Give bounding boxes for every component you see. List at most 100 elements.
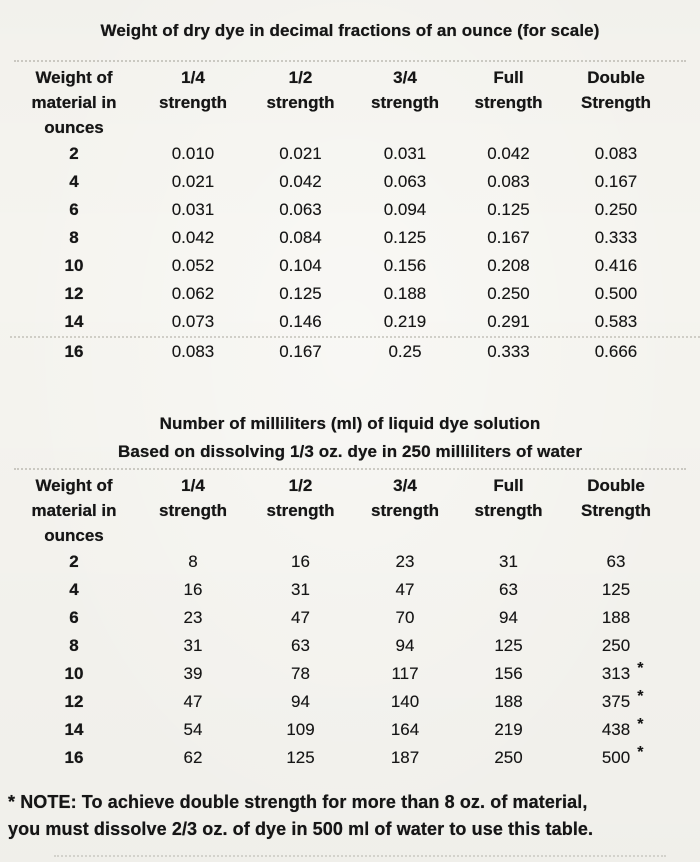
table-gap bbox=[0, 366, 700, 410]
column-header-line: Strength bbox=[581, 501, 651, 520]
table-cell: 70 bbox=[395, 608, 415, 627]
table-cell: 63 bbox=[499, 580, 518, 599]
column-header-line: Full bbox=[493, 476, 524, 495]
asterisk-marker: * bbox=[637, 688, 644, 705]
dry-dye-weights-table: Weight of material in ounces 1/4 strength 1/2… bbox=[0, 62, 700, 366]
header-row: Weight of material in ounces 1/4 strength 1/2… bbox=[10, 62, 700, 140]
footnote: * NOTE: To achieve double strength for m… bbox=[0, 789, 700, 843]
table-row: 8 31 63 94 125 250 bbox=[10, 632, 700, 660]
column-header-line: material in bbox=[31, 93, 117, 112]
column-header-line: Double bbox=[587, 68, 645, 87]
table-cell: 0.250 bbox=[594, 200, 638, 219]
table-row: 8 0.042 0.084 0.125 0.167 0.333 bbox=[10, 224, 700, 252]
table-cell: 47 bbox=[291, 608, 310, 627]
column-header-line: strength bbox=[474, 501, 543, 520]
table-cell: 0.010 bbox=[171, 144, 215, 163]
table-cell: 187 bbox=[390, 748, 420, 767]
row-label: 2 bbox=[69, 552, 79, 571]
column-header-line: Strength bbox=[581, 93, 651, 112]
table-cell: 0.042 bbox=[487, 144, 530, 163]
table-cell: 438 * bbox=[560, 716, 672, 744]
column-header: Double Strength bbox=[560, 62, 672, 140]
table-row: 6 23 47 70 94 188 bbox=[10, 604, 700, 632]
column-header-line: Double bbox=[587, 476, 645, 495]
row-label: 10 bbox=[64, 664, 84, 683]
row-label: 6 bbox=[69, 608, 79, 627]
table-cell: 54 bbox=[183, 720, 203, 739]
column-header-line: 3/4 bbox=[393, 476, 417, 495]
table-cell: 47 bbox=[395, 580, 415, 599]
row-label: 8 bbox=[69, 228, 79, 247]
table-cell: 0.146 bbox=[279, 312, 322, 331]
row-label: 4 bbox=[69, 580, 79, 599]
liquid-dye-table-title-line1: Number of milliliters (ml) of liquid dye… bbox=[159, 414, 541, 433]
asterisk-marker: * bbox=[637, 716, 644, 733]
column-header: Weight of material in ounces bbox=[10, 470, 138, 548]
row-label: 4 bbox=[69, 172, 79, 191]
table-cell: 0.083 bbox=[487, 172, 530, 191]
column-header: 1/4 strength bbox=[138, 62, 248, 140]
column-header-line: Full bbox=[493, 68, 524, 87]
column-header-line: strength bbox=[159, 93, 227, 112]
table-cell: 219 bbox=[494, 720, 523, 739]
table-cell: 0.042 bbox=[171, 228, 215, 247]
column-header-line: 3/4 bbox=[393, 68, 417, 87]
table-cell: 117 bbox=[391, 664, 419, 683]
table-cell: 0.208 bbox=[487, 256, 530, 275]
row-label: 12 bbox=[64, 692, 84, 711]
table-cell: 39 bbox=[183, 664, 203, 683]
table-cell: 8 bbox=[188, 552, 198, 571]
header-row: Weight of material in ounces 1/4 strength 1/2… bbox=[10, 470, 700, 548]
row-label: 14 bbox=[64, 720, 84, 739]
table-cell: 23 bbox=[395, 552, 415, 571]
table-row: 2 0.010 0.021 0.031 0.042 0.083 bbox=[10, 140, 700, 168]
table-cell: 0.156 bbox=[383, 256, 427, 275]
table-cell: 0.125 bbox=[383, 228, 427, 247]
dry-dye-table-title-line: Weight of dry dye in decimal fractions o… bbox=[100, 21, 600, 40]
table-cell: 0.250 bbox=[487, 284, 530, 303]
table-row: 14 54 109 164 219 438 * bbox=[10, 716, 700, 744]
table-row: 12 0.062 0.125 0.188 0.250 0.500 bbox=[10, 280, 700, 308]
dry-dye-table-title: Weight of dry dye in decimal fractions o… bbox=[0, 0, 700, 42]
table-cell: 0.25 bbox=[388, 342, 422, 361]
table-cell: 250 bbox=[494, 748, 523, 767]
column-header-line: ounces bbox=[44, 118, 104, 137]
column-header: Full strength bbox=[457, 62, 560, 140]
table-cell: 78 bbox=[291, 664, 310, 683]
divider-rule bbox=[14, 60, 686, 62]
table-cell: 0.666 bbox=[594, 342, 638, 361]
table-cell: 0.125 bbox=[279, 284, 322, 303]
table-cell: 0.333 bbox=[487, 342, 530, 361]
table-cell: 164 bbox=[390, 720, 420, 739]
column-header-line: ounces bbox=[44, 526, 104, 545]
column-header: 1/2 strength bbox=[248, 62, 353, 140]
column-header-line: strength bbox=[266, 93, 335, 112]
table-cell: 0.062 bbox=[171, 284, 215, 303]
footnote-line1: * NOTE: To achieve double strength for m… bbox=[8, 792, 588, 812]
column-header-line: 1/2 bbox=[288, 476, 313, 495]
row-label: 8 bbox=[69, 636, 79, 655]
table-cell: 23 bbox=[183, 608, 203, 627]
column-header-line: material in bbox=[31, 501, 117, 520]
table-cell: 0.167 bbox=[487, 228, 530, 247]
asterisk-marker: * bbox=[637, 744, 644, 761]
table-cell: 0.167 bbox=[594, 172, 638, 191]
column-header: 1/2 strength bbox=[248, 470, 353, 548]
asterisk-marker: * bbox=[637, 660, 644, 677]
table-cell: 109 bbox=[286, 720, 315, 739]
column-header: 3/4 strength bbox=[353, 62, 457, 140]
table-cell: 31 bbox=[291, 580, 310, 599]
table-cell: 375 * bbox=[560, 688, 672, 716]
table-cell: 0.073 bbox=[171, 312, 215, 331]
table-row: 2 8 16 23 31 63 bbox=[10, 548, 700, 576]
table-cell: 0.291 bbox=[487, 312, 530, 331]
table-cell: 0.104 bbox=[279, 256, 322, 275]
table-row: 4 0.021 0.042 0.063 0.083 0.167 bbox=[10, 168, 700, 196]
column-header: Full strength bbox=[457, 470, 560, 548]
table-cell: 0.021 bbox=[171, 172, 215, 191]
table-cell: 0.063 bbox=[383, 172, 427, 191]
row-label: 10 bbox=[64, 256, 84, 275]
table-cell: 0.083 bbox=[594, 144, 638, 163]
table-cell: 63 bbox=[291, 636, 310, 655]
